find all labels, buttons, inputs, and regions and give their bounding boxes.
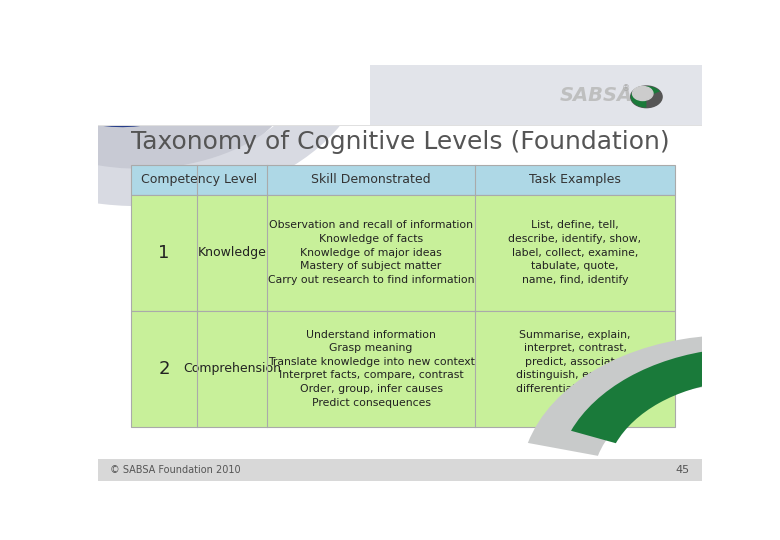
Text: Task Examples: Task Examples — [529, 173, 621, 186]
Text: SABSA: SABSA — [559, 86, 633, 105]
Wedge shape — [75, 63, 303, 181]
Circle shape — [633, 86, 653, 100]
Bar — [98, 65, 702, 125]
Text: 1: 1 — [158, 244, 170, 262]
Bar — [98, 125, 702, 481]
Bar — [131, 195, 675, 310]
Text: Summarise, explain,
interpret, contrast,
predict, associate,
distinguish, estima: Summarise, explain, interpret, contrast,… — [516, 329, 634, 408]
Text: Knowledge: Knowledge — [197, 246, 267, 259]
Bar — [98, 65, 370, 125]
Text: ®: ® — [622, 84, 630, 93]
Text: Competency Level: Competency Level — [140, 173, 257, 186]
Circle shape — [631, 86, 662, 107]
Bar — [131, 310, 675, 427]
Text: Comprehension: Comprehension — [183, 362, 281, 375]
Text: List, define, tell,
describe, identify, show,
label, collect, examine,
tabulate,: List, define, tell, describe, identify, … — [509, 220, 642, 285]
Text: Taxonomy of Cognitive Levels (Foundation): Taxonomy of Cognitive Levels (Foundation… — [131, 130, 669, 154]
Wedge shape — [54, 69, 366, 206]
Wedge shape — [631, 86, 660, 107]
Text: Understand information
Grasp meaning
Translate knowledge into new context
Interp: Understand information Grasp meaning Tra… — [268, 329, 474, 408]
Bar — [98, 459, 702, 481]
Text: Skill Demonstrated: Skill Demonstrated — [311, 173, 431, 186]
Wedge shape — [528, 336, 720, 456]
Text: Observation and recall of information
Knowledge of facts
Knowledge of major idea: Observation and recall of information Kn… — [268, 220, 474, 285]
Bar — [131, 165, 675, 195]
Text: © SABSA Foundation 2010: © SABSA Foundation 2010 — [109, 465, 240, 475]
Wedge shape — [571, 349, 725, 443]
Text: 45: 45 — [675, 465, 690, 475]
Text: 2: 2 — [158, 360, 170, 377]
Wedge shape — [98, 65, 291, 198]
